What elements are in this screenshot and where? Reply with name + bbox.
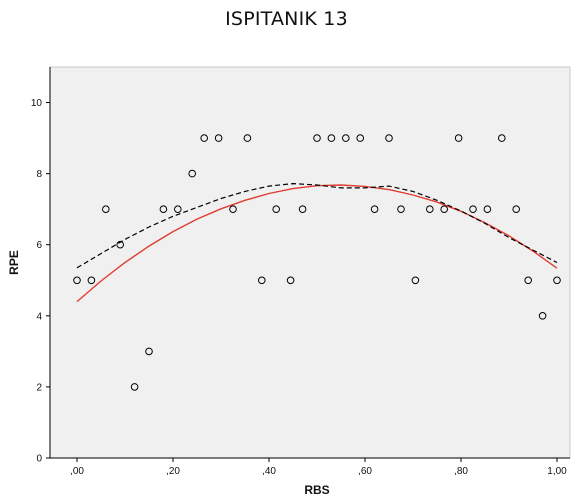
y-tick-label: 0 bbox=[36, 454, 42, 465]
x-tick-label: ,40 bbox=[262, 466, 276, 477]
data-point bbox=[159, 205, 168, 213]
loess-fit-line bbox=[76, 182, 558, 269]
x-tick-label: ,20 bbox=[166, 466, 180, 477]
y-tick-label: 4 bbox=[36, 311, 42, 322]
data-point bbox=[87, 276, 96, 285]
y-tick-label: 6 bbox=[36, 240, 42, 251]
data-point bbox=[145, 347, 153, 356]
data-point bbox=[553, 276, 561, 285]
data-point bbox=[298, 205, 307, 213]
y-tick-label: 2 bbox=[36, 382, 42, 393]
x-tick-label: ,00 bbox=[70, 466, 84, 477]
data-point bbox=[524, 276, 533, 285]
data-point bbox=[188, 169, 196, 178]
data-point bbox=[130, 383, 139, 391]
data-point bbox=[512, 205, 521, 213]
data-point bbox=[342, 134, 350, 142]
data-point bbox=[385, 134, 393, 142]
y-tick-label: 8 bbox=[36, 169, 42, 180]
data-point bbox=[454, 134, 463, 142]
data-point bbox=[370, 205, 379, 213]
fit-lines bbox=[76, 182, 558, 303]
data-points bbox=[73, 134, 561, 391]
data-point bbox=[469, 205, 477, 213]
data-point bbox=[483, 205, 492, 213]
data-point bbox=[229, 205, 237, 213]
y-tick-label: 10 bbox=[31, 98, 43, 109]
data-point bbox=[440, 205, 449, 213]
data-point bbox=[411, 276, 420, 285]
data-point bbox=[243, 134, 252, 142]
data-point bbox=[200, 134, 208, 142]
data-point bbox=[538, 312, 547, 320]
data-point bbox=[272, 205, 281, 213]
x-axis-title: RBS bbox=[304, 483, 329, 497]
data-point bbox=[116, 240, 124, 249]
chart-title: ISPITANIK 13 bbox=[225, 8, 348, 30]
data-point bbox=[426, 205, 434, 213]
data-point bbox=[397, 205, 405, 213]
data-point bbox=[174, 205, 182, 213]
y-axis-title: RPE bbox=[7, 250, 21, 275]
data-point bbox=[313, 134, 321, 142]
data-point bbox=[286, 276, 295, 285]
data-point bbox=[214, 134, 223, 142]
x-tick-label: 1,00 bbox=[547, 466, 567, 477]
data-point bbox=[356, 134, 365, 142]
plot-area bbox=[49, 66, 571, 459]
data-point bbox=[258, 276, 266, 285]
x-tick-label: ,80 bbox=[454, 466, 468, 477]
data-point bbox=[102, 205, 110, 213]
data-point bbox=[73, 276, 81, 285]
axes: 0 2 4 6 8 10 ,00 ,20 ,40 ,60 ,80 1,00 bbox=[31, 67, 570, 477]
data-point bbox=[498, 134, 506, 142]
data-point bbox=[327, 134, 336, 142]
x-tick-label: ,60 bbox=[358, 466, 372, 477]
